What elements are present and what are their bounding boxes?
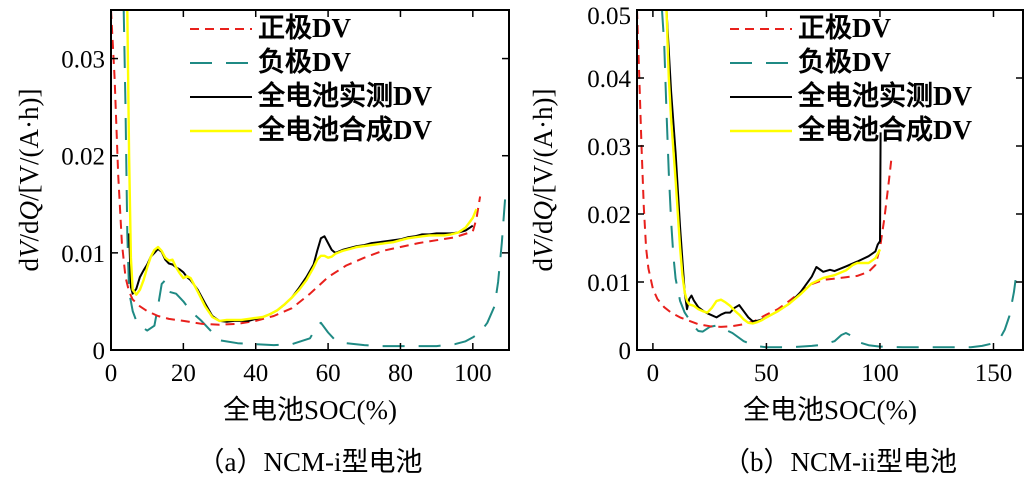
legend-label-positive: 正极DV: [258, 13, 351, 43]
ticks-a: 0 20 40 60 80 100 0 0.01 0.02 0.03: [61, 10, 509, 387]
chart-panel-b: 0 50 100 150 0 0.01 0.02 0.03 0.04 0.05 全电池SOC(%)…: [528, 3, 1024, 477]
series-line-negative: [122, 10, 507, 348]
y-tick-label: 0.02: [587, 202, 631, 229]
series-line-synthesized: [126, 10, 478, 323]
legend-label-synthesized: 全电池合成DV: [257, 114, 432, 145]
y-tick-label: 0.03: [61, 47, 105, 74]
legend-label-negative: 负极DV: [258, 47, 351, 77]
chart-panel-a: 0 20 40 60 80 100 0 0.01 0.02 0.03 全电池SOC(%) dV/d…: [14, 9, 510, 477]
series-line-measured: [665, 10, 882, 323]
series-layer-a: [111, 10, 507, 348]
x-tick-label: 40: [243, 360, 268, 387]
ticks-b: 0 50 100 150 0 0.01 0.02 0.03 0.04 0.05: [587, 3, 1023, 387]
x-tick-label: 60: [316, 360, 341, 387]
x-axis-label-b: 全电池SOC(%): [743, 395, 917, 425]
x-tick-label: 100: [454, 360, 492, 387]
y-tick-label: 0.01: [61, 241, 105, 268]
x-axis-label-a: 全电池SOC(%): [223, 395, 397, 425]
series-line-positive: [111, 10, 482, 326]
y-tick-label: 0.01: [587, 270, 631, 297]
series-line-synthesized: [665, 10, 882, 325]
y-axis-label-a: dV/dQ/[V/(A·h)]: [14, 89, 44, 272]
y-tick-label: 0.04: [587, 66, 631, 93]
y-tick-label: 0.05: [587, 3, 631, 30]
x-tick-label: 50: [754, 360, 779, 387]
x-tick-label: 80: [388, 360, 413, 387]
x-tick-label: 0: [105, 360, 118, 387]
legend-label-synthesized: 全电池合成DV: [797, 114, 972, 145]
y-tick-label: 0: [619, 338, 632, 365]
caption-b: （b）NCM-ii型电池: [723, 447, 957, 477]
legend-label-negative: 负极DV: [798, 47, 891, 77]
legend-label-positive: 正极DV: [798, 13, 891, 43]
series-layer-b: [637, 10, 1018, 349]
y-tick-label: 0: [93, 338, 106, 365]
y-tick-label: 0.02: [61, 144, 105, 171]
x-tick-label: 100: [861, 360, 899, 387]
x-tick-label: 150: [975, 360, 1013, 387]
plot-frame-a: [110, 9, 510, 351]
series-line-negative: [661, 10, 1018, 349]
x-tick-label: 0: [647, 360, 660, 387]
y-tick-label: 0.03: [587, 134, 631, 161]
y-axis-label-b: dV/dQ/[V/(A·h)]: [528, 89, 558, 272]
caption-a: （a）NCM-i型电池: [198, 447, 423, 477]
plot-frame-b: [636, 9, 1024, 351]
x-tick-label: 20: [171, 360, 196, 387]
legend-label-measured: 全电池实测DV: [797, 80, 972, 111]
legend-label-measured: 全电池实测DV: [257, 80, 432, 111]
